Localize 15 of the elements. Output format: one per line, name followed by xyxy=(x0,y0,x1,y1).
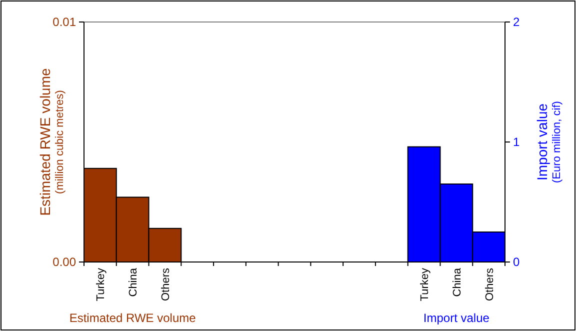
y-tick-label: 0.01 xyxy=(52,15,76,29)
x-tick-label: Turkey xyxy=(95,268,108,302)
y2-axis-title: Import value (Euro million, cif) xyxy=(534,101,563,183)
x-tick-label: Others xyxy=(160,268,172,302)
text: Import value xyxy=(423,311,490,325)
y-tick-label: 0.00 xyxy=(52,255,76,269)
y2-tick-label: 1 xyxy=(513,135,520,149)
x-tick-label: China xyxy=(451,267,464,297)
x-tick-label: China xyxy=(128,267,140,297)
text: Estimated RWE volume xyxy=(69,311,196,325)
x-tick-label: Others xyxy=(484,268,496,302)
y2-tick-label: 2 xyxy=(513,15,520,29)
y2-tick-label: 0 xyxy=(513,255,520,269)
x-tick-label: Turkey xyxy=(419,268,432,302)
y-axis-title: Estimated RWE volume (million cubic metres) xyxy=(37,68,66,216)
